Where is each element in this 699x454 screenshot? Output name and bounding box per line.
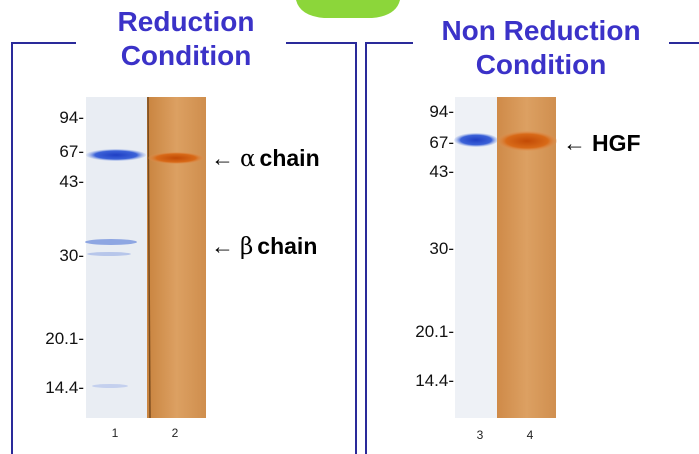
right-marker-20-1: 20.1-	[415, 322, 454, 341]
gel-lane-2	[147, 97, 206, 418]
left-panel-title: Reduction Condition	[86, 5, 286, 73]
beta-chain-label: ← β chain	[211, 233, 317, 260]
alpha-chain-label: ← α chain	[211, 145, 320, 172]
hgf-text: HGF	[592, 130, 641, 156]
alpha-band-lane-1	[86, 149, 146, 161]
left-frame	[11, 42, 357, 454]
hgf-band-lane-4	[497, 131, 557, 151]
alpha-band-lane-2	[148, 152, 204, 164]
alpha-symbol: α	[240, 146, 256, 172]
left-marker-67: 67-	[59, 142, 84, 161]
right-marker-67: 67-	[429, 133, 454, 152]
right-frame	[365, 42, 699, 454]
left-marker-20-1: 20.1-	[45, 329, 84, 348]
left-marker-30: 30-	[59, 246, 84, 265]
right-marker-14-4: 14.4-	[415, 371, 454, 390]
gel-lane-3	[455, 97, 497, 418]
lane-number-1: 1	[111, 426, 119, 440]
lane-number-2: 2	[171, 426, 179, 440]
beta-band-lane-1	[85, 239, 137, 245]
left-arrow-icon: ←	[211, 145, 234, 171]
hgf-label: ← HGF	[563, 130, 641, 157]
left-marker-14-4: 14.4-	[45, 378, 84, 397]
hgf-band-lane-3	[454, 133, 498, 147]
left-marker-94: 94-	[59, 108, 84, 127]
left-marker-43: 43-	[59, 172, 84, 191]
alpha-chain-text: chain	[259, 145, 320, 171]
beta-chain-text: chain	[257, 233, 318, 259]
green-tab-decoration	[296, 0, 400, 18]
left-title-line1: Reduction	[117, 6, 255, 37]
beta-symbol: β	[240, 234, 254, 260]
right-marker-94: 94-	[429, 102, 454, 121]
lane-number-3: 3	[476, 428, 484, 442]
left-title-line2: Condition	[120, 40, 252, 71]
right-marker-30: 30-	[429, 239, 454, 258]
lane-number-4: 4	[526, 428, 534, 442]
left-arrow-icon: ←	[211, 233, 234, 259]
right-panel-title: Non Reduction Condition	[416, 14, 666, 82]
left-arrow-icon: ←	[563, 130, 586, 156]
right-title-line2: Condition	[475, 49, 607, 80]
right-title-line1: Non Reduction	[441, 15, 641, 46]
right-marker-43: 43-	[429, 162, 454, 181]
